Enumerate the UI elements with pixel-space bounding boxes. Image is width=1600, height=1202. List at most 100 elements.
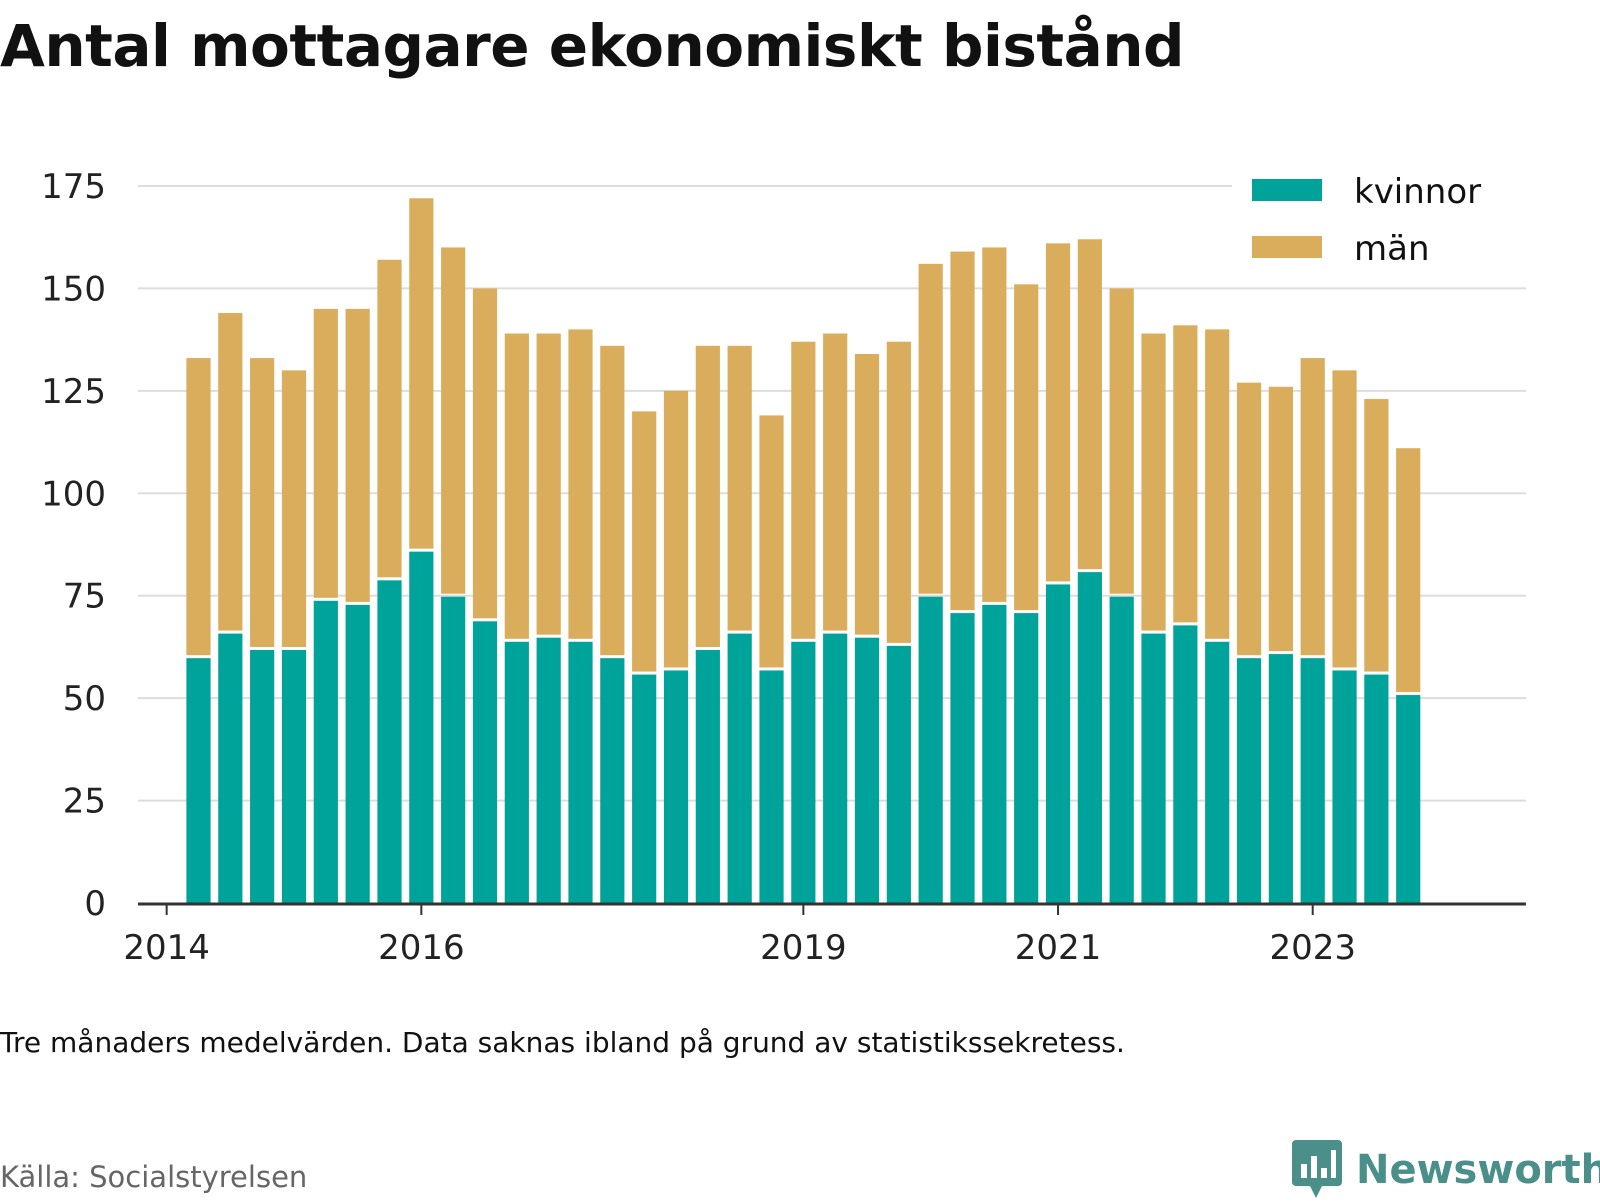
bar-kvinnor bbox=[1077, 572, 1102, 903]
bar-kvinnor bbox=[1109, 596, 1134, 903]
bar-kvinnor bbox=[1173, 625, 1198, 903]
bar-man bbox=[313, 308, 338, 598]
bar-man bbox=[1141, 333, 1166, 631]
x-tick-label: 2023 bbox=[1269, 928, 1356, 968]
bar-man bbox=[504, 333, 529, 639]
bar-man bbox=[823, 333, 848, 631]
brand-name: Newsworthy bbox=[1356, 1147, 1600, 1193]
bar-man bbox=[1300, 358, 1325, 656]
bar-man bbox=[345, 308, 370, 602]
bar-man bbox=[1077, 239, 1102, 570]
bar-man bbox=[727, 345, 752, 631]
bar-man bbox=[1364, 399, 1389, 672]
bar-kvinnor bbox=[1268, 654, 1293, 903]
bar-kvinnor bbox=[313, 600, 338, 903]
y-tick-label: 175 bbox=[41, 167, 106, 207]
bar-kvinnor bbox=[218, 633, 243, 903]
legend-swatch-kvinnor bbox=[1252, 179, 1322, 201]
bar-man bbox=[600, 345, 625, 656]
bar-kvinnor bbox=[695, 649, 720, 903]
bar-man bbox=[1396, 448, 1421, 693]
legend-swatch-man bbox=[1252, 236, 1322, 258]
bar-man bbox=[1045, 243, 1071, 582]
bar-man bbox=[1205, 329, 1230, 639]
bar-kvinnor bbox=[1205, 641, 1230, 903]
bar-man bbox=[982, 247, 1007, 602]
chart-title: Antal mottagare ekonomiskt bistånd bbox=[0, 12, 1185, 80]
bar-kvinnor bbox=[250, 649, 275, 903]
source-credit: Källa: Socialstyrelsen bbox=[0, 1160, 308, 1194]
bar-kvinnor bbox=[1300, 658, 1325, 903]
bar-kvinnor bbox=[1045, 584, 1071, 903]
y-tick-label: 25 bbox=[63, 782, 106, 822]
bar-man bbox=[1332, 370, 1357, 668]
bar-kvinnor bbox=[600, 658, 625, 903]
bar-kvinnor bbox=[409, 551, 434, 903]
bar-man bbox=[854, 353, 880, 635]
bar-man bbox=[1014, 284, 1039, 611]
bar-kvinnor bbox=[759, 670, 784, 903]
y-tick-label: 75 bbox=[63, 577, 106, 617]
bar-kvinnor bbox=[982, 604, 1007, 903]
x-tick-label: 2016 bbox=[378, 928, 465, 968]
bar-man bbox=[1109, 288, 1134, 594]
bar-kvinnor bbox=[1364, 674, 1389, 903]
newsworthy-chart-bubble-icon bbox=[1292, 1140, 1342, 1198]
bar-kvinnor bbox=[377, 580, 402, 903]
bar-man bbox=[663, 390, 689, 668]
bar-man bbox=[1173, 325, 1198, 623]
bar-kvinnor bbox=[918, 596, 943, 903]
x-tick-label: 2014 bbox=[123, 928, 210, 968]
y-tick-label: 100 bbox=[41, 474, 106, 514]
bar-man bbox=[950, 251, 975, 611]
bar-kvinnor bbox=[791, 641, 816, 903]
bar-man bbox=[441, 247, 466, 594]
bar-man bbox=[377, 259, 402, 578]
bar-kvinnor bbox=[1141, 633, 1166, 903]
legend-label-kvinnor: kvinnor bbox=[1354, 172, 1481, 212]
bar-kvinnor bbox=[663, 670, 689, 903]
bar-kvinnor bbox=[854, 637, 880, 903]
bar-kvinnor bbox=[1014, 613, 1039, 903]
bar-kvinnor bbox=[632, 674, 657, 903]
bar-kvinnor bbox=[823, 633, 848, 903]
x-tick-label: 2019 bbox=[760, 928, 847, 968]
bar-man bbox=[1236, 382, 1262, 656]
bar-man bbox=[568, 329, 593, 639]
bar-man bbox=[791, 341, 816, 639]
bar-kvinnor bbox=[1236, 658, 1262, 903]
y-tick-label: 50 bbox=[63, 679, 106, 719]
newsworthy-logo[interactable]: Newsworthy bbox=[1292, 1138, 1600, 1202]
bar-kvinnor bbox=[886, 645, 911, 903]
bar-kvinnor bbox=[568, 641, 593, 903]
y-tick-label: 125 bbox=[41, 372, 106, 412]
bar-kvinnor bbox=[536, 637, 561, 903]
bar-man bbox=[1268, 386, 1293, 652]
bar-man bbox=[409, 198, 434, 549]
bar-man bbox=[918, 263, 943, 594]
bar-man bbox=[472, 288, 498, 619]
bar-man bbox=[695, 345, 720, 647]
bar-man bbox=[632, 411, 657, 672]
chart-note: Tre månaders medelvärden. Data saknas ib… bbox=[0, 1026, 1125, 1059]
y-tick-label: 150 bbox=[41, 269, 106, 309]
bar-kvinnor bbox=[1332, 670, 1357, 903]
bar-man bbox=[536, 333, 561, 635]
bar-man bbox=[759, 415, 784, 668]
bar-kvinnor bbox=[186, 658, 211, 903]
legend-label-man: män bbox=[1354, 229, 1430, 269]
bar-kvinnor bbox=[472, 621, 498, 903]
bar-kvinnor bbox=[504, 641, 529, 903]
bar-kvinnor bbox=[441, 596, 466, 903]
bar-kvinnor bbox=[1396, 695, 1421, 903]
x-tick-label: 2021 bbox=[1015, 928, 1102, 968]
bar-man bbox=[281, 370, 307, 647]
y-tick-label: 0 bbox=[84, 884, 106, 924]
bar-man bbox=[886, 341, 911, 643]
bar-kvinnor bbox=[950, 613, 975, 903]
bars bbox=[186, 198, 1421, 903]
bar-kvinnor bbox=[281, 649, 307, 903]
bar-kvinnor bbox=[345, 604, 370, 903]
axes: 0 25 50 75 100 125 150 175 2014 2016 2019 2021 2023 bbox=[41, 167, 1526, 968]
